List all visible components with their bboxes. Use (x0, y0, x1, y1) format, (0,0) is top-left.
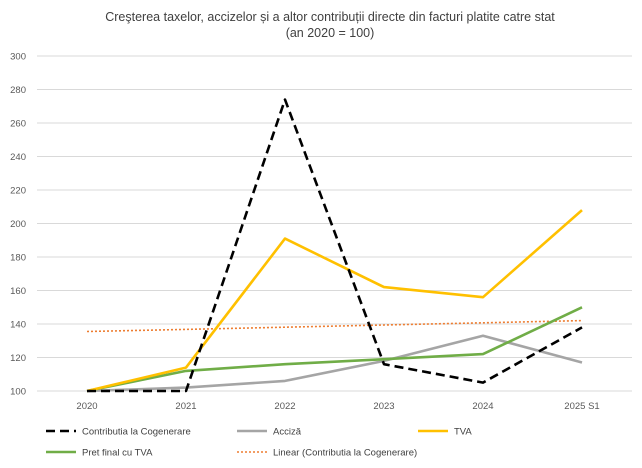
legend-label: TVA (454, 427, 472, 438)
legend-label: Contributia la Cogenerare (82, 427, 191, 438)
series-line-2 (86, 209, 583, 393)
y-tick-label: 100 (10, 387, 26, 398)
y-tick-label: 300 (10, 52, 26, 63)
legend-label: Pret final cu TVA (82, 448, 153, 459)
y-axis-ticks: 100 120 140 160 180 200 220 240 260 280 300 (10, 52, 26, 398)
y-tick-label: 220 (10, 186, 26, 197)
x-tick-label: 2021 (175, 401, 196, 412)
x-tick-label: 2025 S1 (564, 401, 599, 412)
x-tick-label: 2024 (472, 401, 493, 412)
gridlines (37, 55, 632, 392)
y-tick-label: 120 (10, 353, 26, 364)
y-tick-label: 260 (10, 119, 26, 130)
legend: Contributia la Cogenerare Acciză TVA Pret f… (46, 427, 472, 459)
y-tick-label: 140 (10, 320, 26, 331)
series-line-1 (86, 334, 583, 393)
x-axis-ticks: 2020 2021 2022 2023 2024 2025 S1 (76, 401, 599, 412)
y-tick-label: 240 (10, 152, 26, 163)
y-tick-label: 200 (10, 219, 26, 230)
chart-title: Creşterea taxelor, accizelor și a altor … (105, 10, 555, 24)
x-tick-label: 2022 (274, 401, 295, 412)
legend-label: Linear (Contributia la Cogenerare) (273, 448, 417, 459)
legend-label: Acciză (273, 427, 302, 438)
x-tick-label: 2020 (76, 401, 97, 412)
series-line-0 (87, 98, 583, 393)
x-tick-label: 2023 (373, 401, 394, 412)
chart-subtitle: (an 2020 = 100) (286, 26, 375, 40)
series-line-4 (86, 319, 583, 333)
series-lines (86, 98, 583, 393)
series-line-3 (86, 306, 583, 393)
y-tick-label: 160 (10, 286, 26, 297)
y-tick-label: 180 (10, 253, 26, 264)
y-tick-label: 280 (10, 85, 26, 96)
